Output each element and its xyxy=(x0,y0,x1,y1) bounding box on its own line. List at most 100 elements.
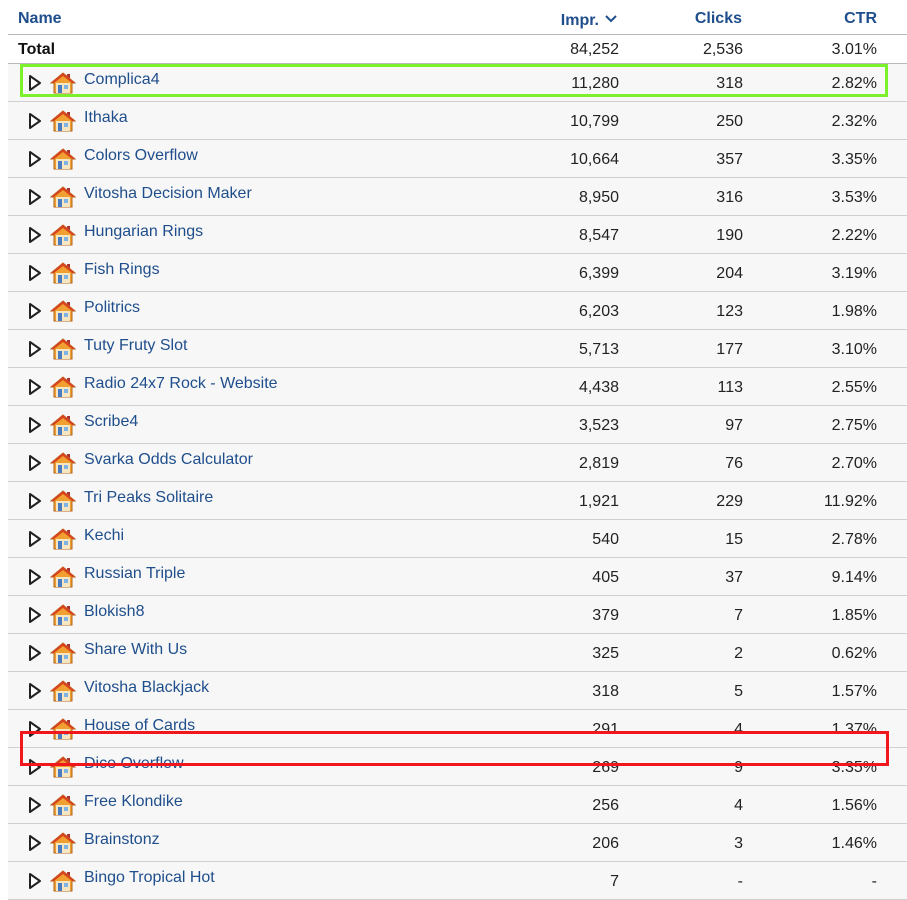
app-name-link[interactable]: Svarka Odds Calculator xyxy=(84,451,253,468)
app-name-link[interactable]: Blokish8 xyxy=(84,603,145,620)
home-icon xyxy=(49,680,77,702)
table-row[interactable]: Vitosha Decision Maker 8,950 316 3.53% xyxy=(8,178,907,216)
app-name-link[interactable]: Free Klondike xyxy=(84,793,183,810)
home-icon xyxy=(49,718,77,740)
table-row[interactable]: Blokish8 379 7 1.85% xyxy=(8,596,907,634)
impressions-value: 4,438 xyxy=(578,379,619,396)
column-header-name[interactable]: Name xyxy=(18,10,62,27)
column-header-ctr[interactable]: CTR xyxy=(844,10,877,27)
ctr-value: 3.10% xyxy=(831,341,877,358)
clicks-value: 190 xyxy=(716,227,743,244)
total-label: Total xyxy=(18,41,56,58)
app-name-link[interactable]: Kechi xyxy=(84,527,125,544)
column-header-impressions[interactable]: Impr. xyxy=(561,10,617,30)
total-clicks: 2,536 xyxy=(702,41,743,58)
table-row[interactable]: House of Cards 291 4 1.37% xyxy=(8,710,907,748)
app-name-link[interactable]: Scribe4 xyxy=(84,413,139,430)
impressions-value: 11,280 xyxy=(571,75,619,92)
expand-triangle-icon[interactable] xyxy=(28,796,42,814)
app-name-link[interactable]: Colors Overflow xyxy=(84,147,198,164)
expand-triangle-icon[interactable] xyxy=(28,758,42,776)
expand-triangle-icon[interactable] xyxy=(28,644,42,662)
expand-triangle-icon[interactable] xyxy=(28,720,42,738)
table-row[interactable]: Radio 24x7 Rock - Website 4,438 113 2.55% xyxy=(8,368,907,406)
app-name-link[interactable]: Radio 24x7 Rock - Website xyxy=(84,375,278,392)
app-name-link[interactable]: Ithaka xyxy=(84,109,128,126)
app-name-link[interactable]: Vitosha Blackjack xyxy=(84,679,210,696)
column-header-impressions-label: Impr. xyxy=(560,12,599,29)
expand-triangle-icon[interactable] xyxy=(28,492,42,510)
app-name-link[interactable]: Vitosha Decision Maker xyxy=(84,185,252,202)
ctr-value: 2.32% xyxy=(831,113,877,130)
app-name-link[interactable]: Russian Triple xyxy=(84,565,186,582)
table-row[interactable]: Complica4 11,280 318 2.82% xyxy=(8,64,907,102)
table-row[interactable]: Colors Overflow 10,664 357 3.35% xyxy=(8,140,907,178)
expand-triangle-icon[interactable] xyxy=(28,264,42,282)
column-header-clicks[interactable]: Clicks xyxy=(694,10,742,27)
ctr-value: 2.75% xyxy=(831,417,877,434)
table-row[interactable]: Tuty Fruty Slot 5,713 177 3.10% xyxy=(8,330,907,368)
expand-triangle-icon[interactable] xyxy=(28,568,42,586)
home-icon xyxy=(49,756,77,778)
app-name-link[interactable]: Tuty Fruty Slot xyxy=(84,337,188,354)
impressions-value: 206 xyxy=(592,835,619,852)
table-row[interactable]: Fish Rings 6,399 204 3.19% xyxy=(8,254,907,292)
expand-triangle-icon[interactable] xyxy=(28,378,42,396)
app-name-link[interactable]: Dice Overflow xyxy=(84,755,184,772)
clicks-value: 316 xyxy=(716,189,743,206)
table-row[interactable]: Bingo Tropical Hot 7 - - xyxy=(8,862,907,900)
table-row[interactable]: Scribe4 3,523 97 2.75% xyxy=(8,406,907,444)
table-row[interactable]: Vitosha Blackjack 318 5 1.57% xyxy=(8,672,907,710)
expand-triangle-icon[interactable] xyxy=(28,682,42,700)
app-name-link[interactable]: Complica4 xyxy=(84,71,160,88)
table-row[interactable]: Brainstonz 206 3 1.46% xyxy=(8,824,907,862)
app-name-link[interactable]: Brainstonz xyxy=(84,831,160,848)
expand-triangle-icon[interactable] xyxy=(28,112,42,130)
table-row[interactable]: Russian Triple 405 37 9.14% xyxy=(8,558,907,596)
ctr-value: 3.35% xyxy=(831,151,877,168)
table-row[interactable]: Tri Peaks Solitaire 1,921 229 11.92% xyxy=(8,482,907,520)
expand-triangle-icon[interactable] xyxy=(28,530,42,548)
ctr-value: - xyxy=(871,873,877,890)
table-row[interactable]: Share With Us 325 2 0.62% xyxy=(8,634,907,672)
app-name-link[interactable]: Share With Us xyxy=(84,641,188,658)
impressions-value: 6,203 xyxy=(578,303,619,320)
table-row[interactable]: Hungarian Rings 8,547 190 2.22% xyxy=(8,216,907,254)
expand-triangle-icon[interactable] xyxy=(28,454,42,472)
expand-triangle-icon[interactable] xyxy=(28,416,42,434)
expand-triangle-icon[interactable] xyxy=(28,226,42,244)
ctr-value: 1.56% xyxy=(831,797,877,814)
app-name-link[interactable]: Politrics xyxy=(84,299,141,316)
ctr-value: 1.37% xyxy=(831,721,877,738)
table-row[interactable]: Free Klondike 256 4 1.56% xyxy=(8,786,907,824)
clicks-value: 318 xyxy=(716,75,743,92)
clicks-value: 9 xyxy=(734,759,743,776)
app-name-link[interactable]: House of Cards xyxy=(84,717,196,734)
impressions-value: 8,547 xyxy=(578,227,619,244)
table-row[interactable]: Kechi 540 15 2.78% xyxy=(8,520,907,558)
home-icon xyxy=(49,604,77,626)
impressions-value: 379 xyxy=(592,607,619,624)
table-row[interactable]: Dice Overflow 269 9 3.35% xyxy=(8,748,907,786)
table-row[interactable]: Ithaka 10,799 250 2.32% xyxy=(8,102,907,140)
expand-triangle-icon[interactable] xyxy=(28,150,42,168)
home-icon xyxy=(49,870,77,892)
expand-triangle-icon[interactable] xyxy=(28,834,42,852)
expand-triangle-icon[interactable] xyxy=(28,606,42,624)
clicks-value: 37 xyxy=(725,569,743,586)
table-row[interactable]: Svarka Odds Calculator 2,819 76 2.70% xyxy=(8,444,907,482)
expand-triangle-icon[interactable] xyxy=(28,340,42,358)
expand-triangle-icon[interactable] xyxy=(28,74,42,92)
clicks-value: 4 xyxy=(734,721,743,738)
app-name-link[interactable]: Fish Rings xyxy=(84,261,160,278)
app-name-link[interactable]: Hungarian Rings xyxy=(84,223,204,240)
ctr-value: 2.22% xyxy=(831,227,877,244)
expand-triangle-icon[interactable] xyxy=(28,188,42,206)
expand-triangle-icon[interactable] xyxy=(28,302,42,320)
ctr-value: 2.55% xyxy=(831,379,877,396)
app-name-link[interactable]: Tri Peaks Solitaire xyxy=(84,489,214,506)
app-name-link[interactable]: Bingo Tropical Hot xyxy=(84,869,215,886)
impressions-value: 7 xyxy=(610,873,619,890)
table-row[interactable]: Politrics 6,203 123 1.98% xyxy=(8,292,907,330)
expand-triangle-icon[interactable] xyxy=(28,872,42,890)
